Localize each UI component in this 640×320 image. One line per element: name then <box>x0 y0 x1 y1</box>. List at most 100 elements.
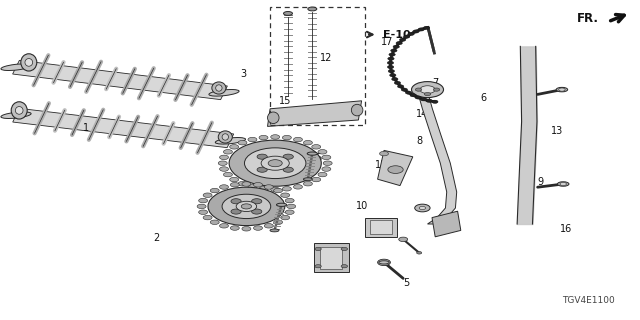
Ellipse shape <box>25 59 33 66</box>
Circle shape <box>318 172 327 177</box>
Circle shape <box>560 182 566 186</box>
Text: 12: 12 <box>320 52 333 63</box>
Circle shape <box>264 185 273 189</box>
Ellipse shape <box>15 107 23 114</box>
Circle shape <box>399 237 408 242</box>
Ellipse shape <box>557 182 569 186</box>
Circle shape <box>259 135 268 140</box>
Circle shape <box>401 88 408 91</box>
Polygon shape <box>365 218 397 237</box>
Ellipse shape <box>270 229 279 232</box>
Circle shape <box>203 215 212 220</box>
Circle shape <box>341 247 348 251</box>
Circle shape <box>208 187 285 226</box>
Circle shape <box>230 145 239 149</box>
Circle shape <box>273 188 282 193</box>
Circle shape <box>403 35 410 38</box>
Circle shape <box>271 135 280 139</box>
Text: 9: 9 <box>538 177 544 188</box>
Text: 7: 7 <box>432 78 438 88</box>
Circle shape <box>417 252 422 254</box>
Circle shape <box>236 201 257 212</box>
Ellipse shape <box>556 87 568 92</box>
Circle shape <box>393 45 399 48</box>
Text: 16: 16 <box>560 224 573 234</box>
Circle shape <box>261 156 289 170</box>
Circle shape <box>408 32 414 36</box>
Circle shape <box>220 167 228 171</box>
Circle shape <box>388 57 394 60</box>
Circle shape <box>387 65 394 68</box>
Polygon shape <box>378 150 413 186</box>
Circle shape <box>203 193 212 197</box>
Circle shape <box>294 185 303 189</box>
Circle shape <box>322 167 331 171</box>
Circle shape <box>410 94 417 97</box>
Circle shape <box>282 187 291 191</box>
Circle shape <box>390 49 397 52</box>
Circle shape <box>394 81 401 84</box>
Ellipse shape <box>11 102 28 119</box>
Polygon shape <box>418 93 457 224</box>
Ellipse shape <box>303 178 312 181</box>
Text: 14: 14 <box>416 108 429 119</box>
Circle shape <box>242 227 251 231</box>
Circle shape <box>231 199 241 204</box>
Text: 11: 11 <box>374 160 387 170</box>
Circle shape <box>323 161 332 165</box>
Circle shape <box>253 226 262 230</box>
Polygon shape <box>370 220 392 234</box>
Circle shape <box>242 182 251 186</box>
Circle shape <box>415 96 421 99</box>
Ellipse shape <box>308 7 317 11</box>
Circle shape <box>303 140 312 145</box>
Text: 3: 3 <box>240 68 246 79</box>
Text: 15: 15 <box>278 96 291 106</box>
Circle shape <box>378 259 390 266</box>
Circle shape <box>419 206 426 210</box>
Ellipse shape <box>284 12 292 15</box>
Text: 5: 5 <box>403 278 410 288</box>
Circle shape <box>318 149 327 154</box>
Circle shape <box>392 77 398 81</box>
Circle shape <box>211 220 220 224</box>
Circle shape <box>257 154 268 159</box>
Circle shape <box>257 167 268 172</box>
Text: 6: 6 <box>480 92 486 103</box>
Circle shape <box>315 265 321 268</box>
Circle shape <box>559 88 565 91</box>
Circle shape <box>244 148 306 179</box>
Circle shape <box>322 155 331 160</box>
Circle shape <box>198 198 207 203</box>
Circle shape <box>223 149 232 154</box>
Text: FR.: FR. <box>577 12 598 25</box>
Circle shape <box>294 137 303 142</box>
Circle shape <box>264 224 273 228</box>
Circle shape <box>390 74 396 77</box>
Circle shape <box>248 185 257 189</box>
Circle shape <box>230 226 239 230</box>
Polygon shape <box>314 243 349 272</box>
Ellipse shape <box>1 112 31 118</box>
Circle shape <box>396 42 403 45</box>
Bar <box>270 7 365 125</box>
Circle shape <box>220 224 228 228</box>
Ellipse shape <box>215 138 246 144</box>
Circle shape <box>197 204 206 209</box>
Circle shape <box>283 154 293 159</box>
Circle shape <box>222 194 271 219</box>
Text: 15: 15 <box>310 153 323 164</box>
Polygon shape <box>432 211 461 237</box>
Circle shape <box>315 247 321 251</box>
Ellipse shape <box>212 82 226 94</box>
Polygon shape <box>13 60 227 100</box>
Circle shape <box>303 181 312 186</box>
Circle shape <box>229 140 321 186</box>
Circle shape <box>253 182 262 187</box>
Circle shape <box>388 69 395 73</box>
Circle shape <box>241 204 252 209</box>
Circle shape <box>282 135 291 140</box>
Text: 1: 1 <box>83 123 90 133</box>
Ellipse shape <box>307 152 317 155</box>
Circle shape <box>426 99 432 102</box>
